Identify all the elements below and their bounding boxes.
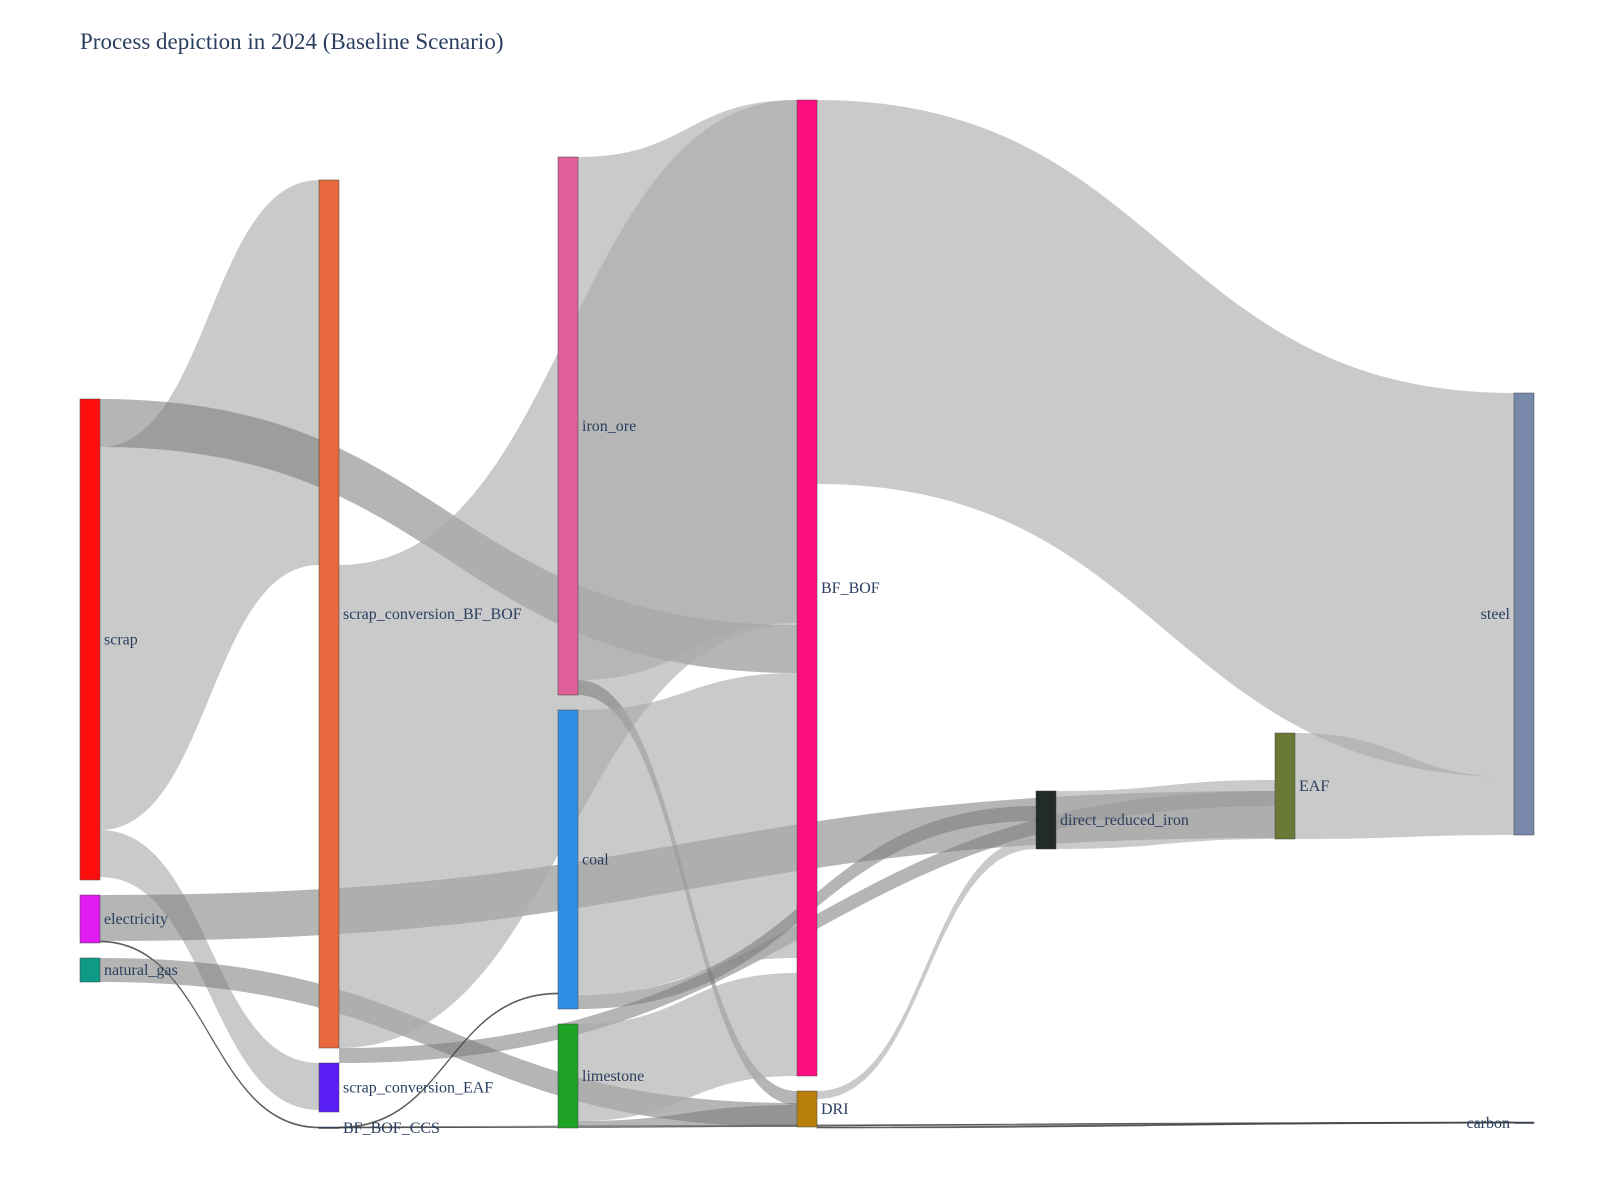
node-coal[interactable] [557, 709, 579, 1010]
node-iron_ore[interactable] [557, 156, 579, 696]
node-label-coal: coal [582, 852, 609, 869]
node-natural_gas[interactable] [79, 957, 101, 983]
node-label-BF_BOF: BF_BOF [821, 580, 880, 597]
link-natural_gas-to-DRI[interactable] [100, 958, 797, 1127]
node-DRI[interactable] [796, 1090, 818, 1128]
node-label-limestone: limestone [582, 1068, 644, 1085]
node-scrap_conversion_BF_BOF[interactable] [318, 179, 340, 1049]
link-BF_BOF-to-steel[interactable] [817, 100, 1514, 777]
nodes-layer [79, 99, 1535, 1129]
node-steel[interactable] [1513, 392, 1535, 836]
node-label-scrap_conversion_BF_BOF: scrap_conversion_BF_BOF [343, 606, 522, 623]
chart-title: Process depiction in 2024 (Baseline Scen… [80, 29, 503, 54]
node-BF_BOF[interactable] [796, 99, 818, 1077]
link-scrap-to-scrap_conversion_BF_BOF[interactable] [100, 180, 319, 830]
link-DRI-to-direct_reduced_iron[interactable] [817, 838, 1036, 1099]
node-limestone[interactable] [557, 1023, 579, 1129]
links-layer [99, 100, 1515, 1129]
node-label-BF_BOF_CCS: BF_BOF_CCS [343, 1120, 440, 1137]
node-carbon[interactable] [1513, 1121, 1535, 1124]
link-EAF-to-steel[interactable] [1295, 733, 1514, 839]
node-scrap_conversion_EAF[interactable] [318, 1062, 340, 1113]
node-label-direct_reduced_iron: direct_reduced_iron [1060, 812, 1189, 829]
node-label-iron_ore: iron_ore [582, 418, 636, 435]
link-limestone-to-BF_BOF[interactable] [578, 973, 797, 1121]
node-electricity[interactable] [79, 894, 101, 944]
link-direct_reduced_iron-to-EAF[interactable] [1056, 780, 1275, 849]
node-direct_reduced_iron[interactable] [1035, 790, 1057, 850]
node-label-natural_gas: natural_gas [104, 962, 178, 979]
node-label-carbon: carbon [1466, 1115, 1510, 1132]
node-label-steel: steel [1481, 606, 1511, 623]
node-label-electricity: electricity [104, 911, 168, 928]
link-coal-to-BF_BOF[interactable] [578, 673, 797, 995]
node-scrap[interactable] [79, 398, 101, 881]
node-label-DRI: DRI [821, 1101, 849, 1118]
node-label-EAF: EAF [1299, 778, 1329, 795]
node-EAF[interactable] [1274, 732, 1296, 840]
node-BF_BOF_CCS[interactable] [318, 1126, 340, 1129]
link-iron_ore-to-BF_BOF[interactable] [578, 100, 797, 680]
labels-layer: scrap electricity natural_gas scrap_convers… [104, 418, 1511, 1137]
node-label-scrap: scrap [104, 632, 138, 649]
node-label-scrap_conversion_EAF: scrap_conversion_EAF [343, 1080, 493, 1097]
link-limestone-to-DRI[interactable] [578, 1105, 797, 1128]
